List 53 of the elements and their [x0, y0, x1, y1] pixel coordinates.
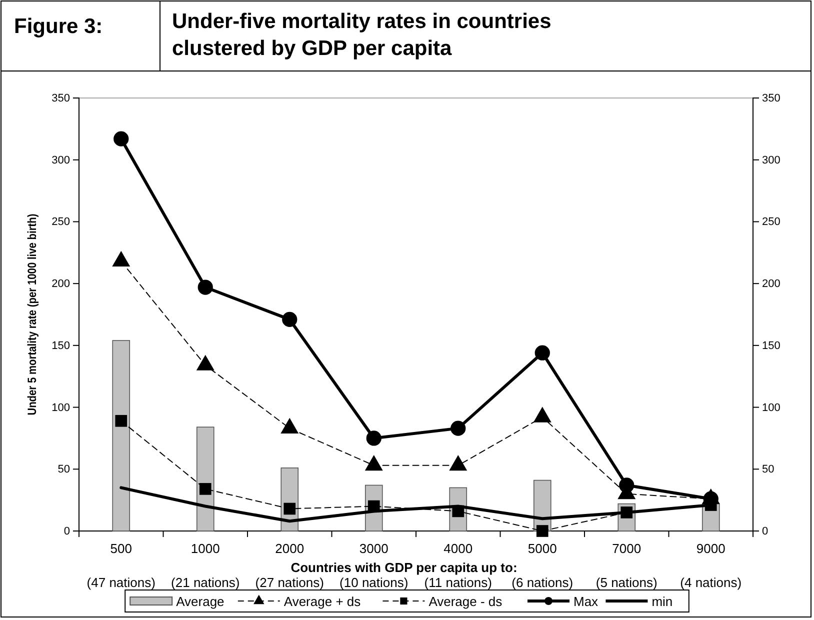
- y2-tick-label: 350: [762, 92, 780, 105]
- legend-label: Max: [574, 594, 599, 609]
- text: (47 nations): [86, 575, 156, 590]
- y2-tick-label: 250: [762, 216, 780, 228]
- y2-tick-label: 200: [762, 278, 780, 290]
- text: (21 nations): [171, 575, 240, 590]
- x-tick-label: 9000: [696, 541, 726, 556]
- legend-label: Average + ds: [284, 594, 362, 609]
- text: (10 nations): [340, 575, 408, 590]
- x-tick-label: 3000: [359, 541, 388, 556]
- x-tick-label: 4000: [444, 541, 473, 556]
- x-tick-label: 5000: [528, 541, 557, 556]
- point: [115, 414, 128, 427]
- x-axis-title: Countries with GDP per capita up to:: [290, 560, 518, 575]
- y-tick-label: 350: [52, 92, 70, 105]
- y-tick-label: 150: [52, 340, 70, 352]
- y-tick-label: 300: [52, 154, 70, 166]
- y-tick-label: 200: [52, 278, 70, 290]
- point: [536, 525, 548, 537]
- y-tick-label: 50: [58, 464, 70, 476]
- point: [366, 430, 382, 446]
- x-tick-label: 500: [110, 541, 132, 556]
- point: [619, 478, 634, 493]
- y-tick-label: 0: [64, 526, 70, 538]
- point: [450, 420, 466, 436]
- y2-tick-label: 50: [762, 464, 774, 476]
- x-tick-label: 7000: [612, 541, 642, 556]
- legend-label: min: [652, 594, 673, 609]
- y2-tick-label: 300: [762, 154, 780, 166]
- y2-tick-label: 150: [762, 340, 780, 352]
- legend-label: Average - ds: [428, 594, 503, 609]
- legend-label: Average: [176, 594, 224, 609]
- caption: Figure 3:: [14, 15, 103, 38]
- y-tick-label: 100: [52, 402, 70, 414]
- y2-tick-label: 100: [762, 402, 780, 414]
- point: [282, 312, 298, 328]
- text: (27 nations): [255, 575, 324, 590]
- x-tick-label: 2000: [275, 541, 304, 556]
- x-tick-label: 1000: [190, 541, 220, 556]
- y2-tick-label: 0: [762, 526, 768, 538]
- text: (4 nations): [680, 575, 742, 590]
- point: [198, 280, 213, 295]
- bar: [112, 340, 130, 532]
- text: (5 nations): [596, 575, 658, 590]
- y-axis-title: Under 5 mortality rate (per 1000 live birth): [26, 213, 40, 416]
- y-tick-label: 250: [52, 216, 70, 228]
- text: (6 nations): [512, 575, 574, 590]
- point: [114, 131, 129, 146]
- point: [284, 502, 296, 515]
- text: (11 nations): [424, 575, 492, 590]
- chart-title: Under-five mortality rates in countries clustered by GDP per capita: [172, 10, 552, 60]
- point: [534, 345, 550, 360]
- point: [199, 483, 212, 495]
